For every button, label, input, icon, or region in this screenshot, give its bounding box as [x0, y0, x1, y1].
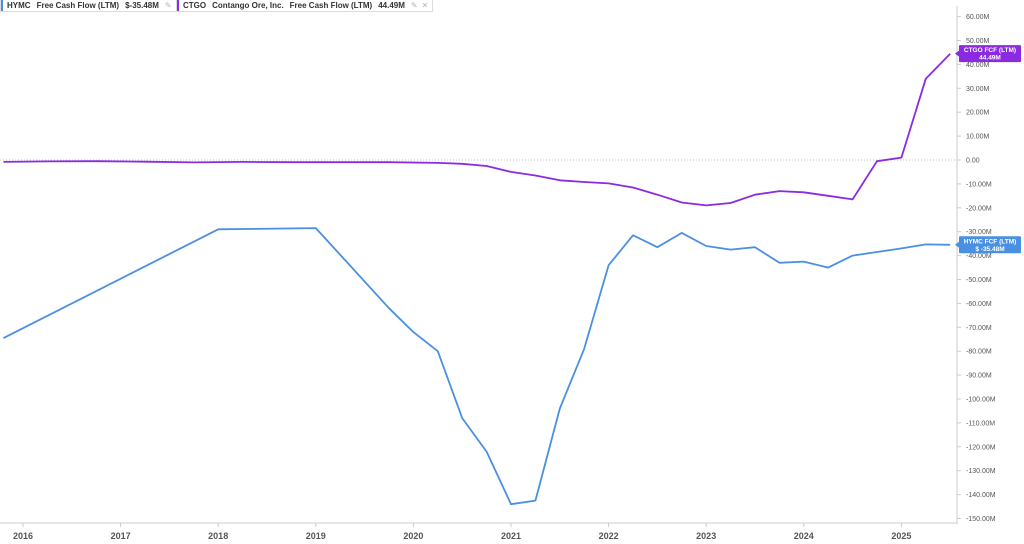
y-tick-label: -50.00M: [966, 277, 992, 284]
y-tick-label: -150.00M: [966, 516, 996, 523]
y-tick-label: 20.00M: [966, 110, 990, 117]
y-tick-label: 60.00M: [966, 14, 990, 21]
legend-ticker: HYMC: [7, 1, 31, 10]
x-tick-label: 2022: [599, 531, 619, 541]
x-tick-label: 2025: [891, 531, 911, 541]
series-line-hymc: [3, 227, 951, 506]
y-tick-label: 10.00M: [966, 134, 990, 141]
x-tick-label: 2019: [306, 531, 326, 541]
value-tag-value: 44.49M: [979, 55, 1001, 62]
value-tag-value: $ -35.48M: [975, 246, 1004, 253]
value-tag-hymc: [959, 236, 1021, 254]
y-tick-label: 40.00M: [966, 62, 990, 69]
x-tick-label: 2018: [208, 531, 228, 541]
y-tick-label: 30.00M: [966, 86, 990, 93]
y-tick-label: 50.00M: [966, 38, 990, 45]
x-tick-label: 2020: [403, 531, 423, 541]
legend-company: Contango Ore, Inc.: [212, 1, 284, 10]
pencil-icon[interactable]: ✎: [164, 1, 172, 10]
y-tick-label: 0.00: [966, 158, 980, 165]
y-tick-label: -30.00M: [966, 229, 992, 236]
x-tick-label: 2024: [794, 531, 814, 541]
y-tick-label: -40.00M: [966, 253, 992, 260]
y-tick-label: -90.00M: [966, 373, 992, 380]
legend-value: 44.49M: [378, 1, 405, 10]
y-tick-label: -60.00M: [966, 301, 992, 308]
x-tick-label: 2023: [696, 531, 716, 541]
y-tick-label: -110.00M: [966, 420, 995, 427]
close-icon[interactable]: ✕: [421, 1, 429, 10]
x-tick-label: 2017: [111, 531, 131, 541]
y-tick-label: -20.00M: [966, 205, 992, 212]
legend-metric: Free Cash Flow (LTM): [36, 1, 120, 10]
value-tag-label: HYMC FCF (LTM): [964, 238, 1017, 245]
y-tick-label: -80.00M: [966, 349, 992, 356]
legend-ctgo[interactable]: CTGO Contango Ore, Inc. Free Cash Flow (…: [176, 0, 434, 12]
y-tick-label: -140.00M: [966, 492, 996, 499]
value-tag-pointer: [955, 50, 959, 57]
legend-value: $-35.48M: [125, 1, 159, 10]
x-tick-label: 2021: [501, 531, 521, 541]
legend-color-swatch: [1, 0, 3, 11]
value-tag-label: CTGO FCF (LTM): [964, 47, 1016, 54]
x-tick-label: 2016: [13, 531, 33, 541]
series-line-ctgo: [3, 53, 951, 207]
value-tag-pointer: [955, 241, 959, 248]
y-tick-label: -130.00M: [966, 468, 996, 475]
legend-color-swatch: [177, 0, 179, 11]
legend-ticker: CTGO: [183, 1, 207, 10]
y-tick-label: -70.00M: [966, 325, 992, 332]
pencil-icon[interactable]: ✎: [410, 1, 418, 10]
y-tick-label: -10.00M: [966, 181, 992, 188]
value-tag-ctgo: [959, 45, 1021, 63]
y-tick-label: -120.00M: [966, 444, 996, 451]
y-tick-label: -100.00M: [966, 397, 996, 404]
legend-metric: Free Cash Flow (LTM): [289, 1, 373, 10]
